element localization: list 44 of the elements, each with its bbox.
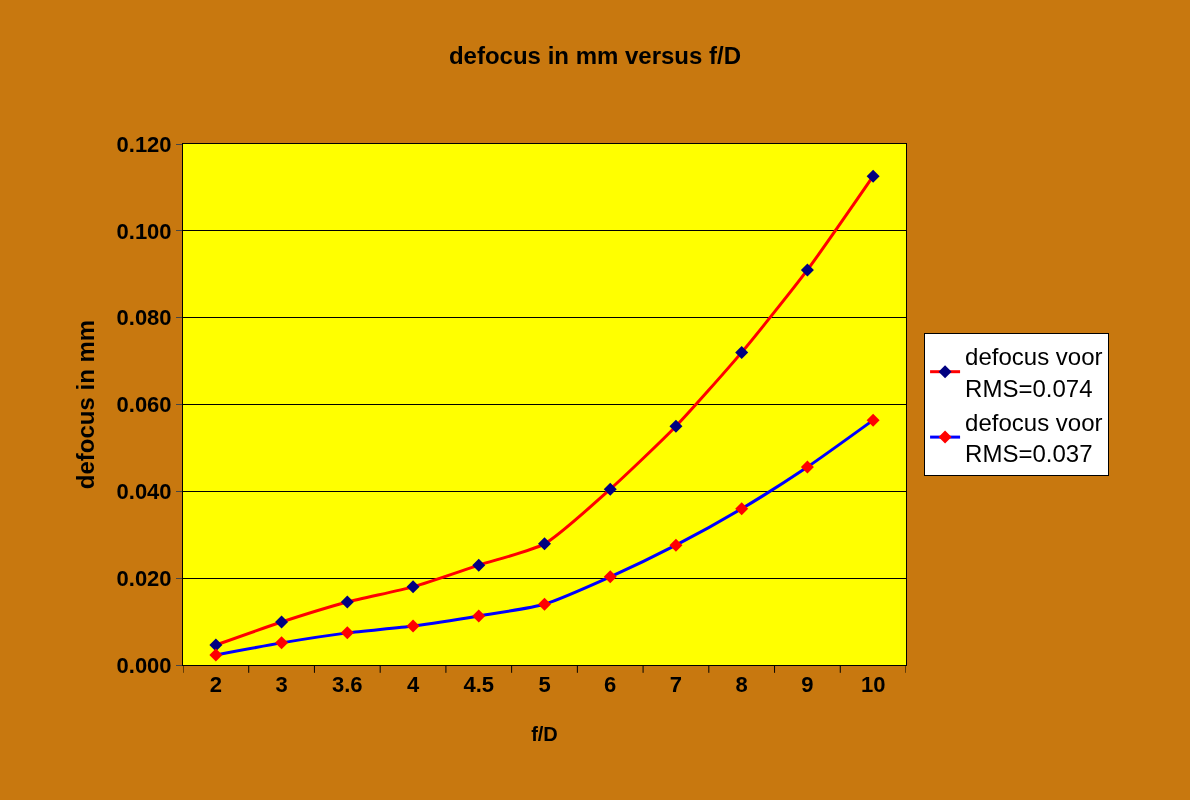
point (538, 597, 551, 611)
x-tick-label: 7 (669, 672, 683, 698)
y-tick-label: 0.000 (116, 652, 172, 678)
x-tick-label: 6 (604, 672, 617, 698)
x-tick-label: 10 (860, 672, 886, 698)
point (406, 619, 420, 633)
y-tick-label: 0.080 (116, 305, 172, 331)
x-tick-label: 3.6 (332, 672, 363, 698)
x-tick-label: 9 (801, 672, 814, 698)
y-tick-label: 0.120 (116, 131, 172, 157)
point (669, 538, 683, 552)
point (340, 626, 354, 640)
point (406, 580, 420, 594)
point (866, 169, 880, 183)
x-axis-title: f/D (531, 722, 558, 745)
x-tick-label: 2 (209, 672, 222, 698)
x-tick-label: 8 (735, 672, 748, 698)
point (275, 615, 289, 629)
y-tick-label: 0.020 (116, 565, 172, 591)
point (472, 609, 486, 623)
point (603, 570, 617, 584)
point (538, 537, 551, 551)
x-tick-label: 3 (275, 672, 288, 698)
point (735, 502, 749, 516)
point (472, 558, 486, 572)
chart-title: defocus in mm versus f/D (448, 42, 742, 70)
point (275, 636, 289, 650)
point (800, 460, 814, 474)
point (669, 419, 683, 433)
point (209, 648, 223, 662)
y-tick-label: 0.040 (116, 479, 172, 505)
y-tick-label: 0.100 (116, 218, 172, 244)
point (209, 638, 223, 652)
x-tick-label: 5 (538, 672, 551, 698)
point (735, 345, 749, 359)
x-tick-label: 4 (406, 672, 420, 698)
point (603, 482, 617, 496)
point (866, 413, 880, 427)
legend-label: defocus voor RMS=0.037 (965, 408, 1103, 468)
y-axis-title: defocus in mm (71, 319, 99, 490)
y-tick-label: 0.060 (116, 392, 172, 418)
x-tick-label: 4.5 (463, 672, 495, 698)
point (800, 263, 814, 277)
point (340, 595, 354, 609)
